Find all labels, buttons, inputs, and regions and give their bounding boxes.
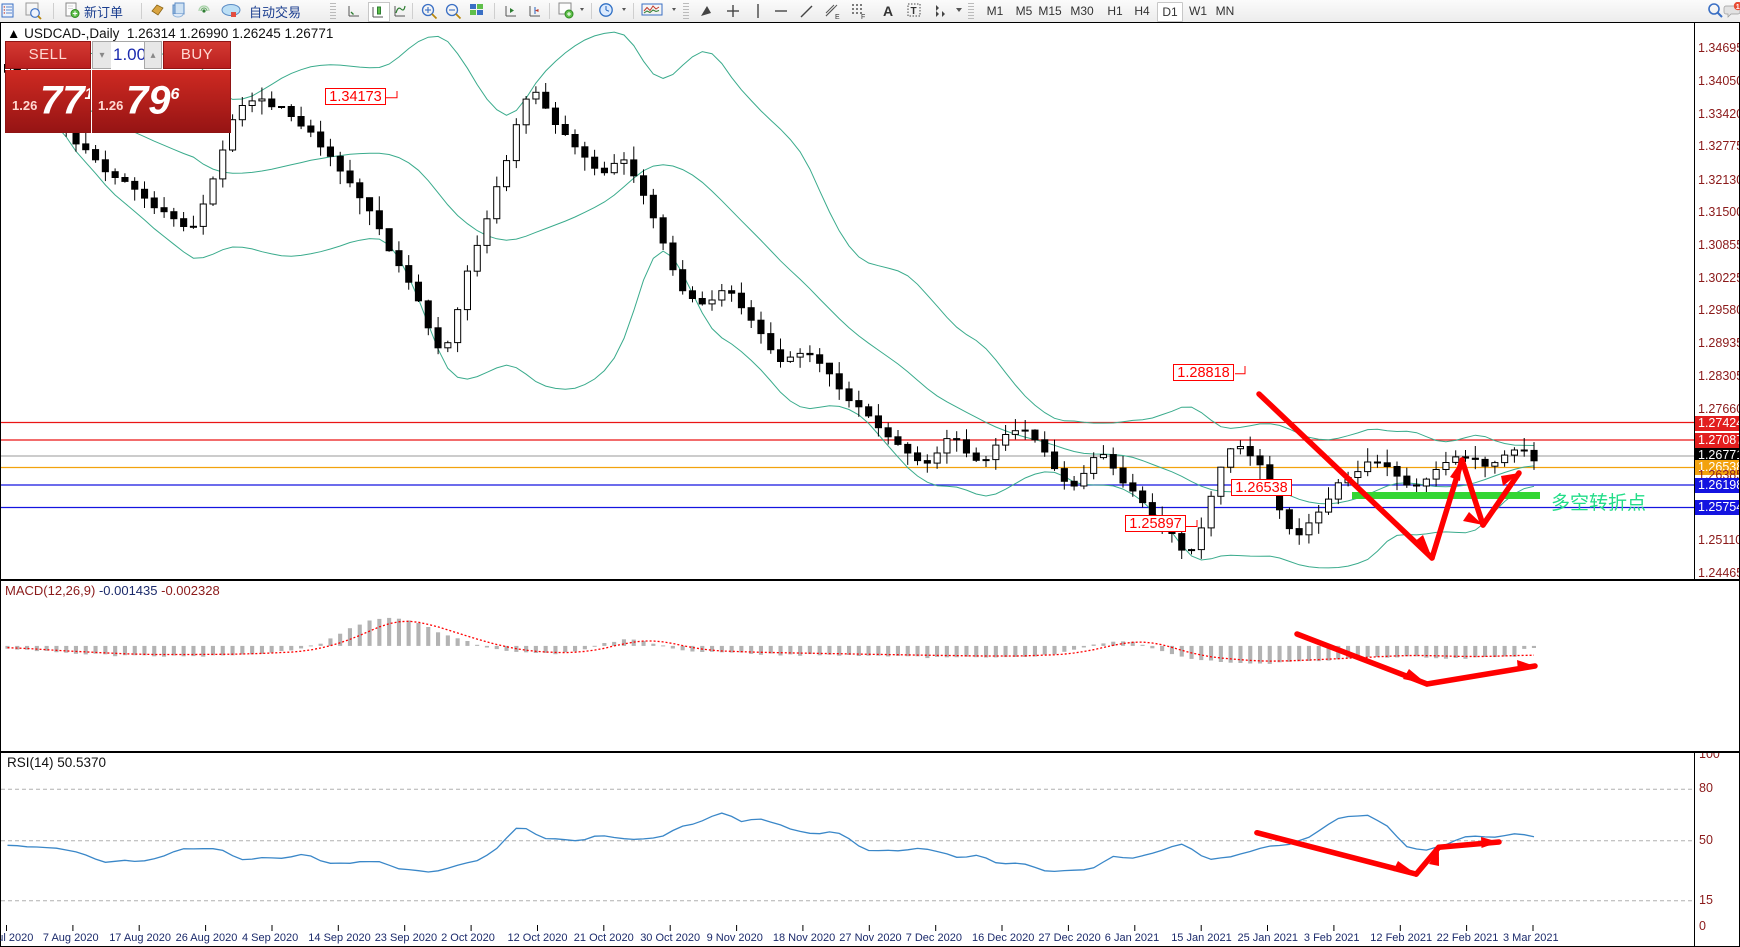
svg-text:F: F bbox=[861, 14, 865, 20]
svg-text:1: 1 bbox=[1736, 2, 1740, 11]
svg-text:T: T bbox=[911, 6, 917, 17]
svg-text:多空转折点: 多空转折点 bbox=[1551, 492, 1646, 514]
svg-text:E: E bbox=[835, 14, 840, 20]
